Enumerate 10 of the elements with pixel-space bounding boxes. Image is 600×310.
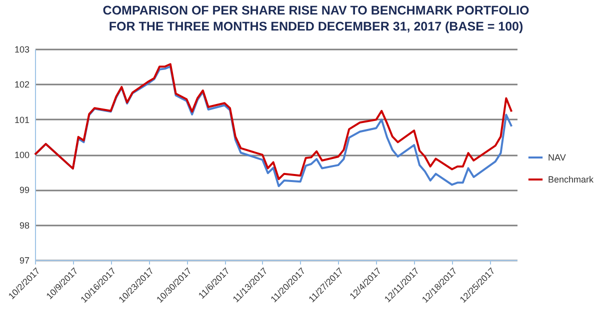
y-tick-label: 97 bbox=[19, 256, 30, 266]
legend-label: NAV bbox=[548, 152, 566, 162]
chart-title: COMPARISON OF PER SHARE RISE NAV TO BENCHMARK PORTFOLIO FOR THE THREE MONTHS ENDED DECEMBER 31, 2017 (BASE = 100) bbox=[102, 4, 530, 34]
legend-label: Benchmark bbox=[548, 174, 594, 184]
y-tick-label: 101 bbox=[14, 114, 30, 125]
y-tick-label: 102 bbox=[14, 80, 30, 90]
y-tick-label: 98 bbox=[19, 220, 30, 230]
y-tick-label: 100 bbox=[14, 150, 30, 160]
y-tick-label: 99 bbox=[19, 185, 30, 196]
y-tick-label: 103 bbox=[14, 44, 30, 54]
